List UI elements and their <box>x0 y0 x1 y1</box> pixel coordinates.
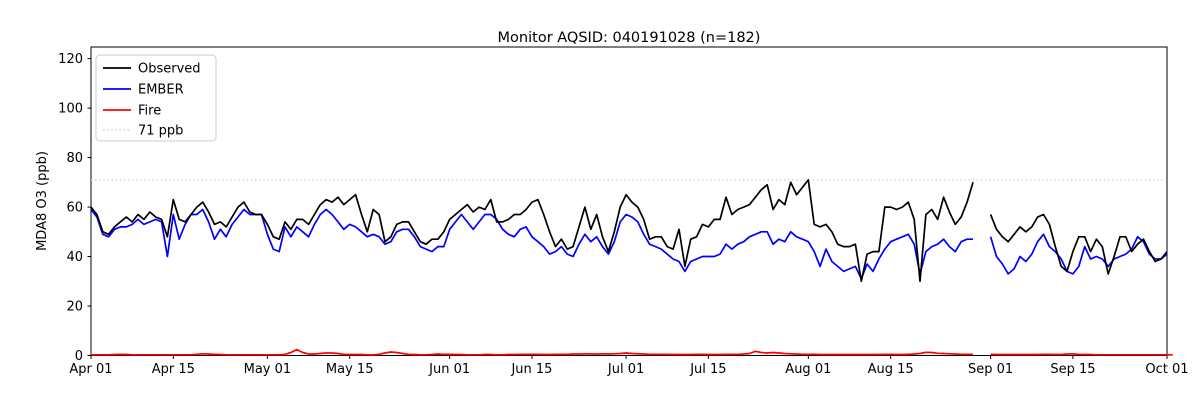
tick-label: 80 <box>66 151 83 166</box>
tick-label: Jul 01 <box>607 362 644 377</box>
tick-label: 120 <box>58 52 83 67</box>
legend-box: Observed EMBER Fire 71 ppb <box>95 54 217 142</box>
tick-label: Aug 15 <box>868 362 914 377</box>
series-line-fire <box>91 348 1173 356</box>
tick-label: Sep 15 <box>1050 362 1095 377</box>
legend-label-threshold: 71 ppb <box>138 124 183 139</box>
tick-label: Sep 01 <box>968 362 1013 377</box>
series-line-observed <box>90 179 1168 283</box>
legend-label-observed: Observed <box>138 62 201 77</box>
tick-label: 100 <box>58 102 83 117</box>
tick-label: Jul 15 <box>689 362 726 377</box>
legend-label-fire: Fire <box>138 104 161 119</box>
tick-label: May 15 <box>326 362 374 377</box>
plot-frame <box>90 46 1168 356</box>
tick-label: 20 <box>66 300 83 315</box>
axis-ticks: Apr 01 Apr 15 May 01 May 15 Jun 01 Jun 15 Jul … <box>58 52 1188 377</box>
data-series <box>90 179 1173 356</box>
tick-label: Apr 15 <box>152 362 195 377</box>
series-line-ember <box>90 208 1168 280</box>
tick-label: Apr 01 <box>69 362 112 377</box>
legend-frame <box>95 54 217 142</box>
tick-label: 60 <box>66 201 83 216</box>
tick-label: Aug 01 <box>785 362 831 377</box>
tick-label: 0 <box>75 349 83 364</box>
tick-label: Oct 01 <box>1145 362 1188 377</box>
legend-label-ember: EMBER <box>138 83 184 98</box>
tick-label: 40 <box>66 250 83 265</box>
tick-label: Jun 01 <box>428 362 470 377</box>
chart-title: Monitor AQSID: 040191028 (n=182) <box>498 30 761 46</box>
tick-label: Jun 15 <box>510 362 552 377</box>
tick-label: May 01 <box>244 362 292 377</box>
y-axis-label: MDA8 O3 (ppb) <box>35 151 50 251</box>
